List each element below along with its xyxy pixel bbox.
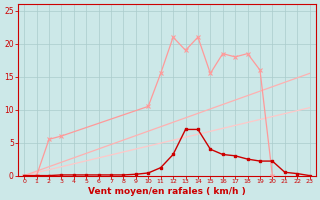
X-axis label: Vent moyen/en rafales ( km/h ): Vent moyen/en rafales ( km/h )	[88, 187, 246, 196]
